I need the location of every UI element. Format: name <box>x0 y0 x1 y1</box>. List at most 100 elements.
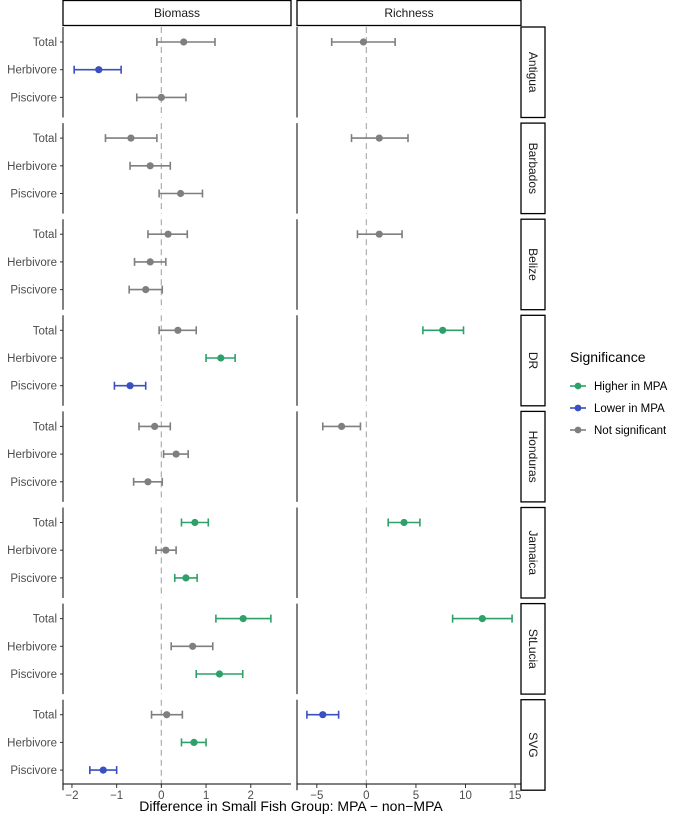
legend-key-dot <box>574 404 582 412</box>
legend-label: Lower in MPA <box>594 403 665 415</box>
x-tick-label: 15 <box>509 790 522 802</box>
estimate-dot <box>217 354 225 362</box>
point-barbados-richness-total <box>350 134 409 143</box>
point-dr-biomass-total <box>158 326 198 335</box>
point-jamaica-biomass-piscivore <box>173 573 198 582</box>
estimate-dot <box>151 422 159 430</box>
point-dr-biomass-herbivore <box>205 354 236 362</box>
estimate-dot <box>127 134 135 142</box>
strip-dr <box>520 314 546 407</box>
strip-label-dr: DR <box>526 352 540 370</box>
point-belize-richness-total <box>356 230 403 239</box>
strip-label-antigua: Antigua <box>526 52 540 93</box>
estimate-dot <box>182 574 190 582</box>
point-barbados-biomass-total <box>104 134 158 143</box>
y-tick-label-piscivore: Piscivore <box>10 189 57 201</box>
y-tick-label-piscivore: Piscivore <box>10 477 57 489</box>
point-antigua-biomass-herbivore <box>73 65 122 74</box>
x-tick-label: −5 <box>310 790 323 802</box>
legend: Significance Higher in MPA Lower in MPA Not… <box>570 349 668 437</box>
strip-biomass <box>62 0 292 27</box>
estimate-dot <box>172 450 180 458</box>
point-svg-biomass-piscivore <box>89 766 118 775</box>
estimate-dot <box>239 615 247 623</box>
strip-label-honduras: Honduras <box>526 431 540 483</box>
point-barbados-biomass-herbivore <box>129 161 172 170</box>
estimate-dot <box>162 546 170 554</box>
estimate-dot <box>375 134 383 142</box>
point-honduras-biomass-herbivore <box>162 450 189 459</box>
x-axis: −2 −1 0 1 2 −5 0 5 10 15 <box>63 783 522 802</box>
estimate-dot <box>146 258 154 266</box>
y-tick-label-total: Total <box>33 325 57 337</box>
y-tick-label-piscivore: Piscivore <box>10 285 57 297</box>
y-tick-label-herbivore: Herbivore <box>7 737 57 749</box>
strip-jamaica <box>520 506 546 599</box>
x-tick-label: −2 <box>65 790 78 802</box>
point-barbados-biomass-piscivore <box>158 189 204 198</box>
strip-belize <box>520 218 546 311</box>
estimate-dot <box>146 162 154 170</box>
x-tick-label: 5 <box>413 790 419 802</box>
y-tick-label-piscivore: Piscivore <box>10 381 57 393</box>
y-tick-label-herbivore: Herbivore <box>7 257 57 269</box>
strip-stlucia <box>520 602 546 695</box>
point-belize-biomass-piscivore <box>128 285 164 294</box>
estimate-dot <box>439 326 447 334</box>
legend-item-lower-in-mpa: Lower in MPA <box>570 403 665 415</box>
estimate-dot <box>191 518 199 527</box>
point-honduras-richness-total <box>321 422 362 431</box>
point-stlucia-biomass-total <box>215 614 272 623</box>
strip-barbados <box>520 122 546 215</box>
point-honduras-biomass-piscivore <box>132 477 164 486</box>
strip-svg <box>520 699 546 791</box>
y-tick-label-total: Total <box>33 133 57 145</box>
estimate-dot <box>478 615 486 623</box>
strip-honduras <box>520 410 546 503</box>
strip-label-stlucia: StLucia <box>526 629 540 669</box>
strip-label-belize: Belize <box>526 248 540 281</box>
strip-label-svg: SVG <box>526 732 540 757</box>
point-svg-richness-total <box>306 710 340 719</box>
estimate-dot <box>180 38 188 46</box>
x-tick-label: 0 <box>158 790 164 802</box>
estimate-dot <box>359 38 368 46</box>
point-belize-biomass-herbivore <box>133 257 167 266</box>
estimate-dot <box>190 738 198 747</box>
y-axis: Total Herbivore Piscivore Total Herbivore Pis… <box>7 37 63 777</box>
strip-richness <box>296 0 522 27</box>
y-tick-label-piscivore: Piscivore <box>10 92 57 104</box>
point-jamaica-richness-total <box>387 518 421 527</box>
x-axis-title: Difference in Small Fish Group: MPA − no… <box>139 798 443 814</box>
y-tick-label-total: Total <box>33 229 57 241</box>
estimate-dot <box>163 711 171 719</box>
y-tick-label-herbivore: Herbivore <box>7 161 57 173</box>
legend-key-dot <box>574 382 582 390</box>
y-tick-label-herbivore: Herbivore <box>7 641 57 653</box>
strip-label-biomass: Biomass <box>154 6 200 20</box>
strip-label-richness: Richness <box>384 6 433 20</box>
y-tick-label-piscivore: Piscivore <box>10 669 57 681</box>
point-jamaica-biomass-total <box>180 518 210 527</box>
estimate-dot <box>126 382 134 390</box>
legend-key-dot <box>574 426 582 434</box>
y-tick-label-piscivore: Piscivore <box>10 765 57 777</box>
y-tick-label-herbivore: Herbivore <box>7 353 57 365</box>
facet-panels <box>62 27 368 791</box>
point-stlucia-biomass-herbivore <box>170 642 214 651</box>
point-svg-biomass-herbivore <box>180 738 207 747</box>
facet-strips: Biomass Richness Antigua Barbados Belize DR Ho… <box>62 0 546 791</box>
point-honduras-biomass-total <box>138 422 172 431</box>
point-antigua-biomass-total <box>156 38 216 46</box>
y-tick-label-total: Total <box>33 421 57 433</box>
point-stlucia-biomass-piscivore <box>195 670 244 678</box>
legend-item-not-significant: Not significant <box>570 425 667 437</box>
legend-item-higher-in-mpa: Higher in MPA <box>570 381 668 393</box>
y-tick-label-total: Total <box>33 518 57 530</box>
point-belize-biomass-total <box>147 230 189 239</box>
y-tick-label-herbivore: Herbivore <box>7 545 57 557</box>
estimate-dot <box>375 230 383 238</box>
estimate-dot <box>400 518 408 527</box>
point-dr-richness-total <box>422 326 465 335</box>
